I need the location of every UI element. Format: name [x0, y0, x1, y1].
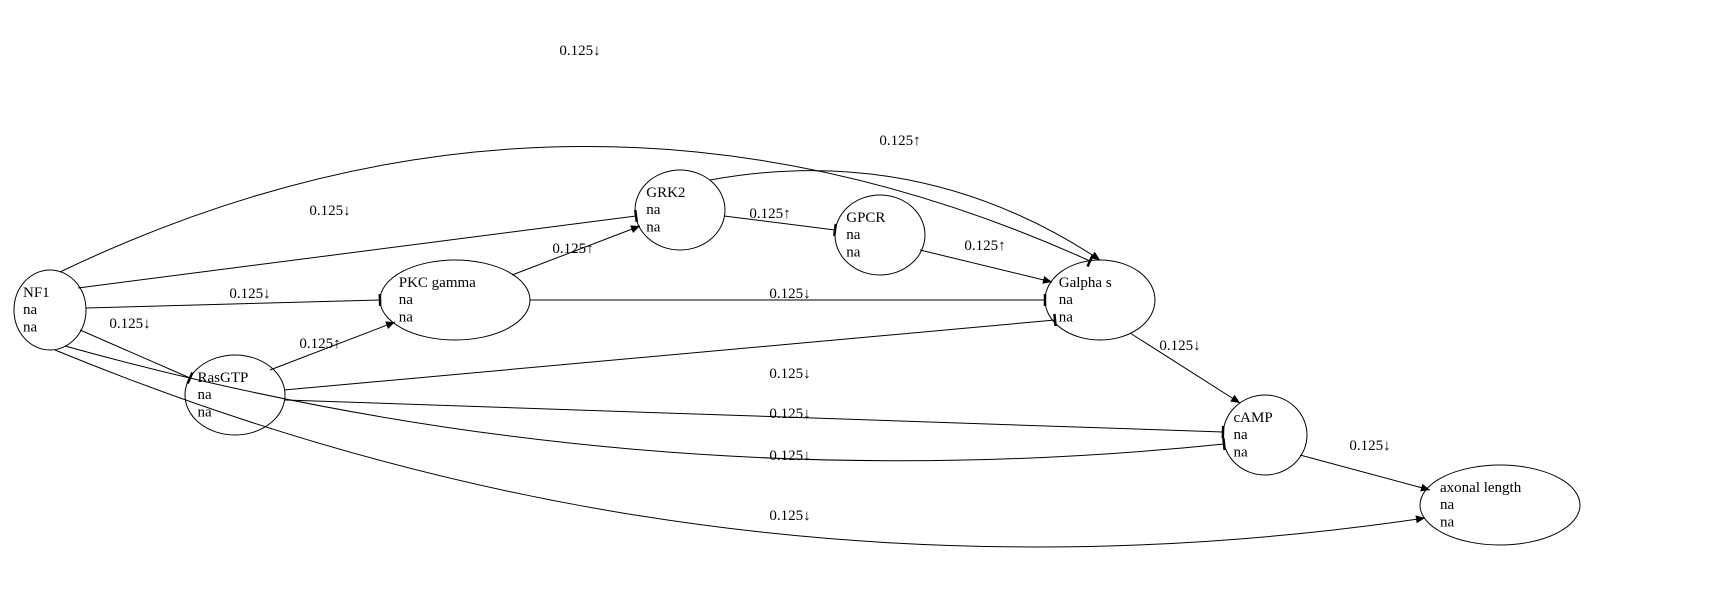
node-Galpha: Galpha snana — [1045, 260, 1155, 340]
node-label-line: GPCR — [846, 210, 885, 226]
node-label-line: na — [23, 302, 38, 318]
node-label-line: axonal length — [1440, 480, 1522, 496]
node-label-line: cAMP — [1234, 410, 1273, 426]
node-axonal: axonal lengthnana — [1420, 465, 1580, 545]
edge-NF1-PKC: 0.125↓ — [86, 286, 380, 308]
edge-line — [1300, 455, 1430, 490]
node-label-line: RasGTP — [198, 370, 249, 386]
edge-RasGTP-Galpha: 0.125↓ — [284, 314, 1056, 390]
edge-label: 0.125↑ — [879, 133, 920, 149]
network-diagram: 0.125↓ 0.125↓ 0.125↓ 0.125↓ 0.125↓ 0.125↓ 0.12… — [0, 0, 1724, 590]
node-label-line: NF1 — [23, 285, 50, 301]
edge-PKC-Galpha: 0.125↓ — [530, 286, 1045, 306]
edge-arc — [55, 350, 1425, 547]
node-label-line: na — [646, 202, 661, 218]
node-label-line: na — [198, 387, 213, 403]
edge-label: 0.125↑ — [299, 336, 340, 352]
node-label-line: na — [846, 227, 861, 243]
node-label-line: na — [198, 404, 213, 420]
node-RasGTP: RasGTPnana — [185, 355, 285, 435]
edge-cAMP-axonal: 0.125↓ — [1300, 438, 1430, 492]
edge-label: 0.125↑ — [552, 241, 593, 257]
node-NF1: NF1nana — [14, 270, 86, 350]
node-label-line: na — [1234, 427, 1249, 443]
edge-line — [285, 400, 1223, 432]
edge-RasGTP-cAMP: 0.125↓ — [285, 400, 1223, 438]
edge-label: 0.125↑ — [749, 206, 790, 222]
edge-line — [80, 330, 190, 378]
node-GPCR: GPCRnana — [835, 195, 925, 275]
node-label-line: Galpha s — [1059, 275, 1112, 291]
edge-label: 0.125↓ — [769, 286, 810, 302]
node-label-line: GRK2 — [646, 185, 685, 201]
edge-GPCR-Galpha: 0.125↑ — [920, 238, 1052, 284]
nodes-layer: NF1nanaRasGTPnanaPKC gammananaGRK2nanaGP… — [14, 170, 1580, 545]
node-PKC: PKC gammanana — [380, 260, 530, 340]
node-label-line: na — [646, 219, 661, 235]
edge-label: 0.125↓ — [309, 203, 350, 219]
edge-label: 0.125↓ — [1159, 338, 1200, 354]
node-label-line: na — [23, 319, 38, 335]
node-label-line: na — [1234, 444, 1249, 460]
edge-label: 0.125↓ — [229, 286, 270, 302]
edge-label: 0.125↓ — [769, 508, 810, 524]
node-label-line: na — [846, 244, 861, 260]
edge-line — [920, 250, 1052, 282]
inhibition-bar — [1054, 314, 1055, 326]
edge-label: 0.125↓ — [1349, 438, 1390, 454]
edge-line — [284, 320, 1055, 390]
edge-GRK2-Galpha: 0.125↑ — [710, 133, 1100, 260]
node-label-line: na — [1440, 514, 1455, 530]
edge-NF1-RasGTP: 0.125↓ — [80, 316, 192, 383]
node-label-line: na — [1059, 309, 1074, 325]
edge-label: 0.125↓ — [109, 316, 150, 332]
node-label-line: na — [1059, 292, 1074, 308]
node-GRK2: GRK2nana — [635, 170, 725, 250]
node-label-line: na — [399, 292, 414, 308]
edge-label: 0.125↓ — [769, 406, 810, 422]
edge-label: 0.125↓ — [559, 43, 600, 59]
edge-label: 0.125↓ — [769, 366, 810, 382]
edge-NF1-cAMP: 0.125↓ — [65, 346, 1225, 464]
arrowhead — [1230, 395, 1240, 403]
edge-label: 0.125↓ — [769, 448, 810, 464]
edges-layer: 0.125↓ 0.125↓ 0.125↓ 0.125↓ 0.125↓ 0.125↓ 0.12… — [55, 43, 1430, 547]
edge-label: 0.125↑ — [964, 238, 1005, 254]
edge-NF1-Galpha: 0.125↓ — [60, 43, 1092, 272]
edge-arc — [65, 346, 1224, 461]
edge-PKC-GRK2: 0.125↑ — [512, 225, 640, 275]
edge-GRK2-GPCR: 0.125↑ — [724, 206, 836, 236]
node-label-line: PKC gamma — [399, 275, 476, 291]
node-label-line: na — [399, 309, 414, 325]
edge-NF1-axonal: 0.125↓ — [55, 350, 1425, 547]
edge-Galpha-cAMP: 0.125↓ — [1130, 333, 1240, 403]
node-label-line: na — [1440, 497, 1455, 513]
edge-RasGTP-PKC: 0.125↑ — [270, 321, 395, 370]
node-cAMP: cAMPnana — [1223, 395, 1307, 475]
